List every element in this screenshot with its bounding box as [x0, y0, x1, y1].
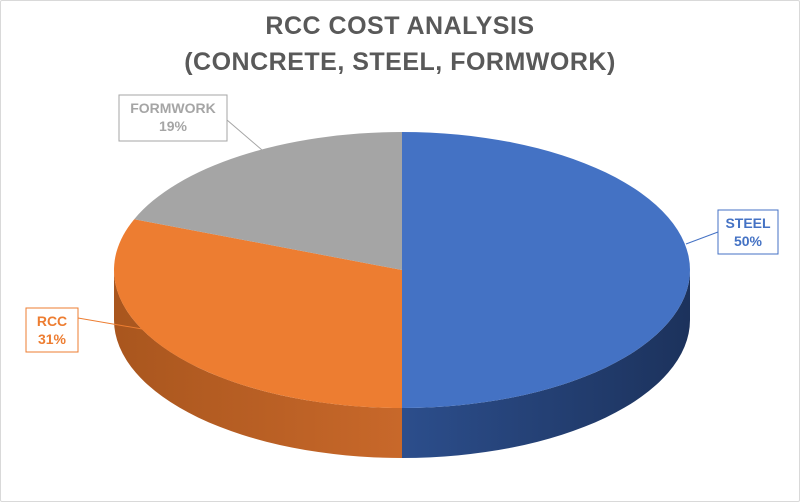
data-label-value-rcc: 31% — [38, 331, 67, 347]
data-label-category-steel: STEEL — [725, 215, 771, 231]
data-label-category-rcc: RCC — [37, 313, 67, 329]
data-label-box-steel — [717, 209, 779, 255]
data-label-box-formwork — [118, 94, 228, 142]
pie-side-rcc — [114, 270, 402, 458]
pie-slice-formwork — [134, 132, 402, 270]
data-label-value-steel: 50% — [734, 233, 763, 249]
pie-slice-rcc — [113, 219, 402, 408]
pie-side-steel — [402, 270, 690, 458]
data-label-value-formwork: 19% — [159, 118, 188, 134]
leader-line-steel — [685, 231, 719, 245]
chart-subtitle: (CONCRETE, STEEL, FORMWORK) — [184, 48, 616, 76]
chart-title: RCC COST ANALYSIS — [265, 12, 535, 40]
data-label-box-rcc — [25, 307, 79, 353]
pie-slice-steel — [402, 132, 690, 408]
data-label-category-formwork: FORMWORK — [130, 100, 216, 116]
leader-line-formwork — [226, 119, 263, 151]
leader-line-rcc — [77, 317, 149, 331]
